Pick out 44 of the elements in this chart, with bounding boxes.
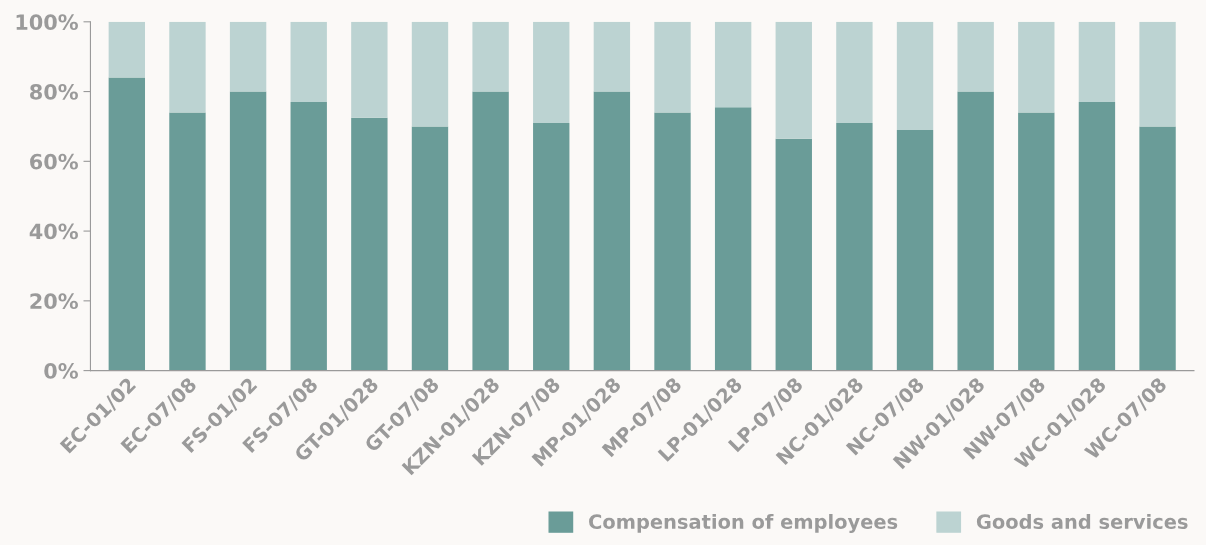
y-tick-label: 40% bbox=[29, 223, 78, 240]
bar bbox=[714, 21, 752, 108]
bar bbox=[229, 91, 267, 371]
bar bbox=[1018, 112, 1055, 371]
legend-label: Goods and services bbox=[976, 513, 1188, 530]
bar bbox=[896, 21, 934, 130]
bar bbox=[351, 117, 388, 371]
y-tick-label: 100% bbox=[16, 14, 78, 31]
bar bbox=[1139, 21, 1176, 127]
bar bbox=[957, 91, 994, 371]
bar bbox=[108, 77, 146, 371]
bar bbox=[957, 21, 994, 92]
bar bbox=[714, 107, 752, 371]
bar bbox=[654, 112, 691, 371]
bar bbox=[533, 122, 570, 371]
bar bbox=[836, 21, 873, 123]
y-tick-label: 60% bbox=[30, 153, 78, 170]
bar bbox=[836, 122, 873, 371]
bar bbox=[169, 112, 206, 371]
bar bbox=[411, 21, 449, 127]
bar bbox=[472, 21, 509, 92]
bar bbox=[593, 21, 631, 92]
bar bbox=[1078, 102, 1116, 371]
y-tick-label: 80% bbox=[30, 84, 78, 100]
bar bbox=[290, 21, 327, 103]
legend-label: Compensation of employees bbox=[589, 513, 898, 533]
y-tick-label: 0% bbox=[44, 363, 78, 379]
bar bbox=[290, 102, 327, 371]
bar bbox=[351, 21, 388, 118]
bar bbox=[775, 21, 812, 139]
bar bbox=[654, 21, 691, 113]
bar bbox=[896, 129, 934, 371]
bar bbox=[1139, 126, 1176, 371]
y-tick-label: 20% bbox=[30, 293, 78, 310]
bar bbox=[1018, 21, 1055, 113]
bar bbox=[1078, 21, 1116, 103]
bar bbox=[229, 21, 267, 92]
bar bbox=[533, 21, 570, 123]
bar bbox=[169, 21, 206, 113]
bar bbox=[593, 91, 631, 371]
bar bbox=[775, 138, 812, 371]
bar bbox=[108, 21, 146, 78]
bar bbox=[472, 91, 509, 371]
bar bbox=[411, 126, 449, 371]
